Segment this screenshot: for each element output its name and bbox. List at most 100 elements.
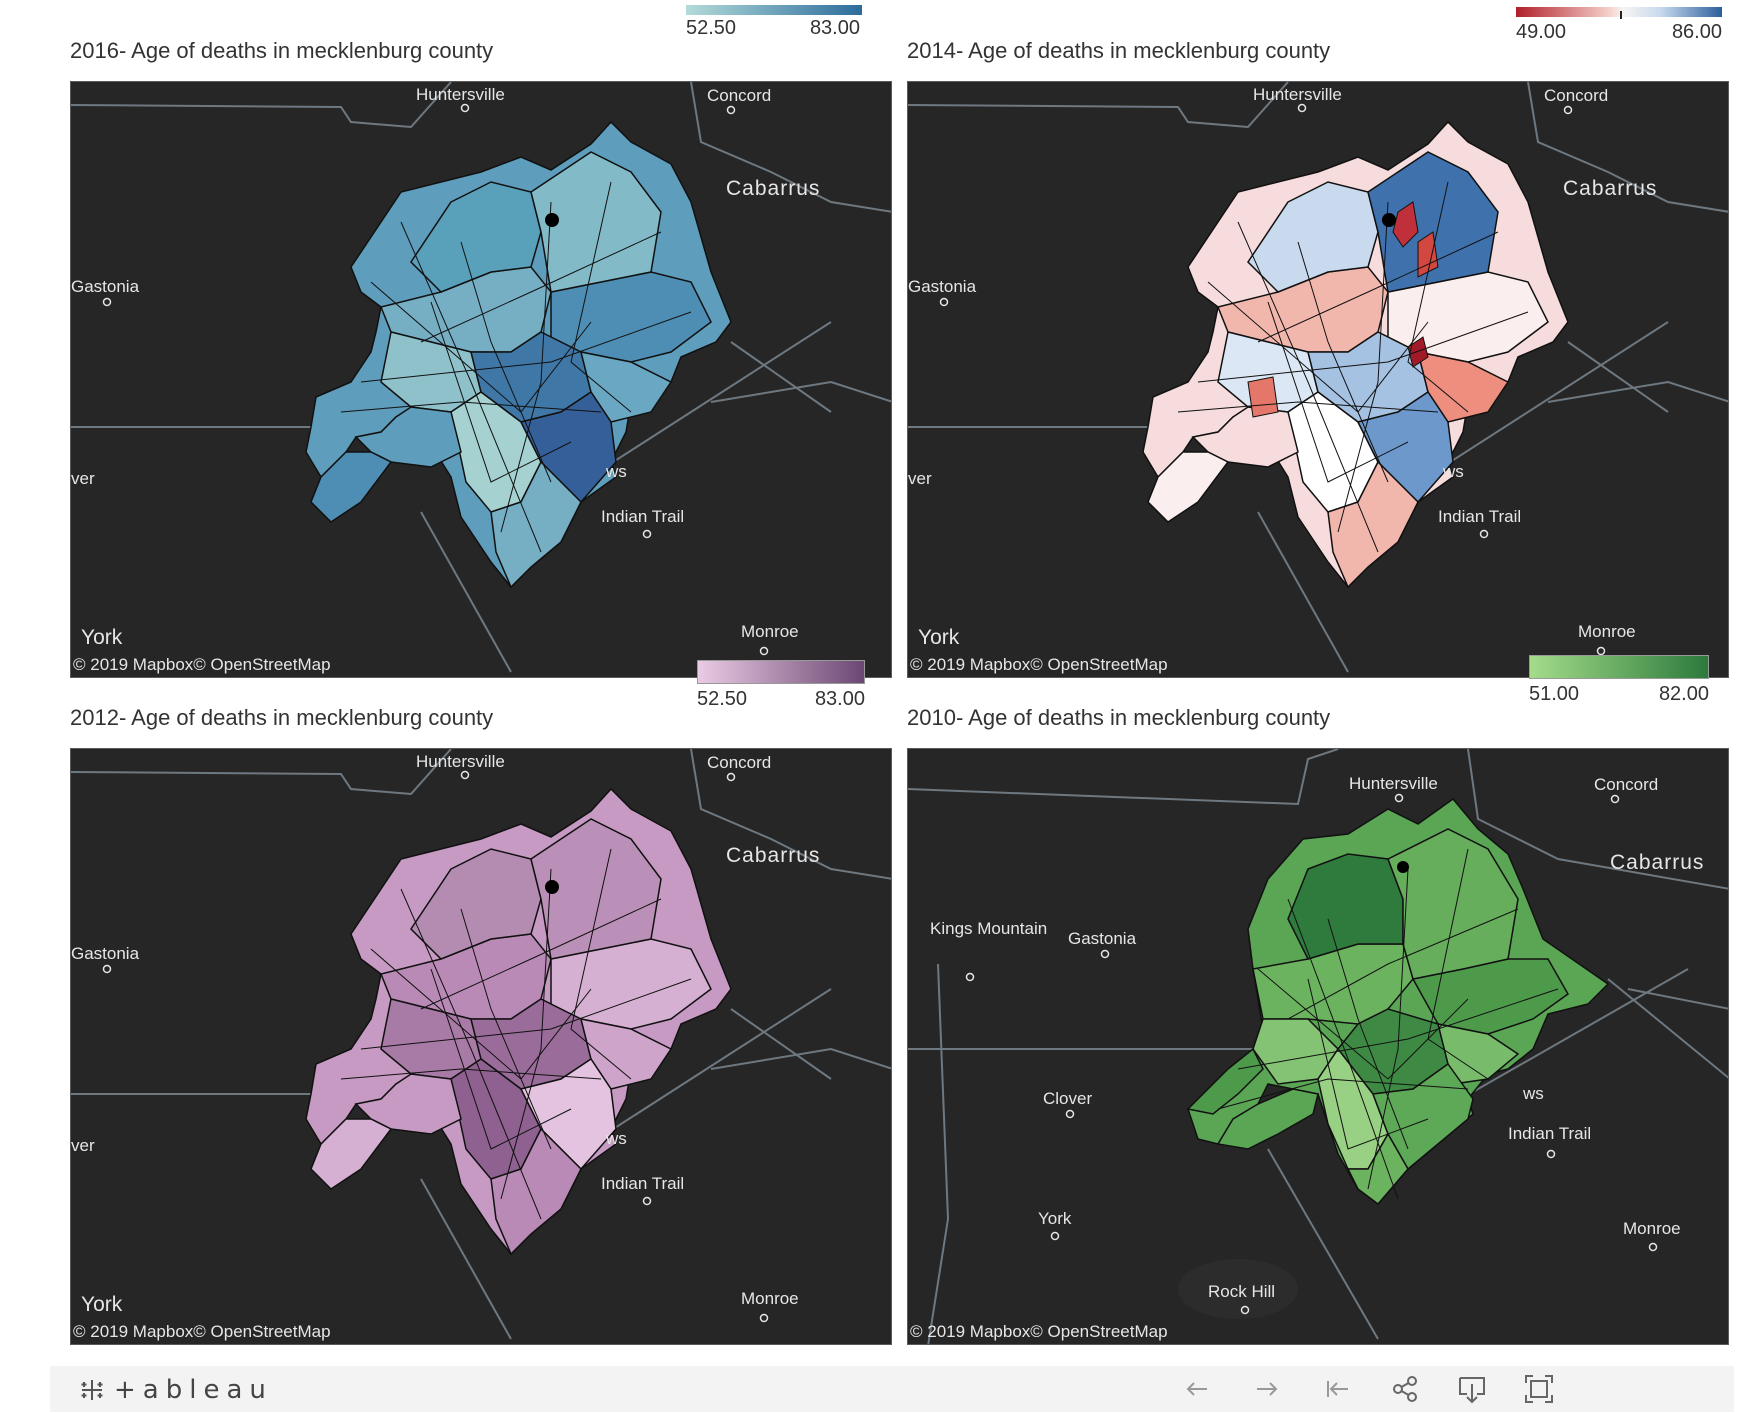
place-label: Indian Trail xyxy=(1438,507,1521,526)
revert-icon xyxy=(1327,1381,1348,1397)
county-region[interactable] xyxy=(1367,151,1499,293)
map-title-2010: 2010- Age of deaths in mecklenburg count… xyxy=(907,705,1331,730)
map-title-2012: 2012- Age of deaths in mecklenburg count… xyxy=(70,705,494,730)
place-label: Monroe xyxy=(741,1289,799,1308)
legend-2012: 52.50 83.00 xyxy=(697,660,865,712)
place-label: York xyxy=(81,626,123,649)
download-button[interactable] xyxy=(1455,1372,1489,1406)
revert-button[interactable] xyxy=(1320,1372,1354,1406)
county-region[interactable] xyxy=(1327,460,1419,589)
share-icon xyxy=(1393,1376,1417,1402)
place-label: Cabarrus xyxy=(726,177,820,200)
download-icon xyxy=(1459,1377,1485,1404)
legend-2012-gradient xyxy=(697,660,865,684)
place-label: ws xyxy=(1522,1084,1544,1103)
place-label: Cabarrus xyxy=(726,844,820,867)
map-2016[interactable]: Huntersville Concord Cabarrus Gastonia w… xyxy=(70,81,892,678)
fullscreen-icon xyxy=(1525,1375,1553,1403)
tableau-cross-icon xyxy=(81,1380,103,1400)
map-2014-svg: Huntersville Concord Cabarrus Gastonia w… xyxy=(908,82,1728,673)
place-label: Huntersville xyxy=(416,85,505,104)
map-2010-labels: Huntersville Concord Cabarrus Kings Moun… xyxy=(930,774,1703,1315)
place-label: Huntersville xyxy=(416,752,505,771)
county-region[interactable] xyxy=(1247,181,1379,293)
legend-2012-max: 83.00 xyxy=(814,688,865,710)
legend-2016-min: 52.50 xyxy=(686,17,737,39)
legend-2014-min: 49.00 xyxy=(1516,21,1567,43)
place-label: Concord xyxy=(1544,86,1608,105)
place-label: Gastonia xyxy=(1068,929,1137,948)
share-button[interactable] xyxy=(1388,1372,1422,1406)
place-label: ws xyxy=(605,462,627,481)
map-2010-lake xyxy=(1397,861,1409,873)
map-2010-attribution[interactable]: © 2019 Mapbox© OpenStreetMap xyxy=(910,1322,1168,1341)
county-region[interactable] xyxy=(530,151,662,293)
place-label: Indian Trail xyxy=(1508,1124,1591,1143)
place-label: ver xyxy=(71,1136,95,1155)
tableau-wordmark: +ableau xyxy=(114,1375,273,1405)
county-region[interactable] xyxy=(1147,451,1230,523)
map-2014-lake xyxy=(1382,213,1396,227)
place-label: Monroe xyxy=(1623,1219,1681,1238)
map-2016-county xyxy=(305,120,732,589)
legend-2014-gradient xyxy=(1516,7,1722,17)
map-2012[interactable]: Huntersville Concord Cabarrus Gastonia w… xyxy=(70,748,892,1345)
legend-2010-min: 51.00 xyxy=(1529,683,1580,705)
county-region[interactable] xyxy=(310,451,393,523)
place-label: York xyxy=(918,626,960,649)
map-2014-attribution[interactable]: © 2019 Mapbox© OpenStreetMap xyxy=(910,655,1168,674)
county-region[interactable] xyxy=(410,181,542,293)
county-region[interactable] xyxy=(1216,1088,1319,1150)
legend-2016: 52.50 83.00 xyxy=(686,5,862,39)
legend-2012-min: 52.50 xyxy=(697,688,748,710)
county-region[interactable] xyxy=(1186,1047,1264,1115)
place-label: ver xyxy=(908,469,932,488)
place-label: Indian Trail xyxy=(601,1174,684,1193)
undo-button[interactable] xyxy=(1180,1372,1214,1406)
map-2012-lake xyxy=(545,880,559,894)
redo-button[interactable] xyxy=(1250,1372,1284,1406)
map-2014-streets xyxy=(1177,181,1529,553)
place-label: Concord xyxy=(707,86,771,105)
place-label: Monroe xyxy=(1578,622,1636,641)
legend-2014-midpoint xyxy=(1620,11,1622,19)
county-region[interactable] xyxy=(310,1118,393,1190)
place-label: ws xyxy=(1442,462,1464,481)
tableau-toolbar: +ableau xyxy=(50,1366,1734,1412)
map-2014-county xyxy=(1142,120,1569,589)
county-region[interactable] xyxy=(490,460,582,589)
county-region[interactable] xyxy=(410,848,542,960)
legend-2014-max: 86.00 xyxy=(1671,21,1722,43)
place-label: Concord xyxy=(707,753,771,772)
map-2014-labels: Huntersville Concord Cabarrus Gastonia w… xyxy=(908,85,1656,656)
place-label: ver xyxy=(71,469,95,488)
place-label: Clover xyxy=(1043,1089,1092,1108)
map-2014-hotspots xyxy=(1247,201,1439,418)
county-region[interactable] xyxy=(490,1127,582,1256)
map-2016-attribution[interactable]: © 2019 Mapbox© OpenStreetMap xyxy=(73,655,331,674)
map-2014[interactable]: Huntersville Concord Cabarrus Gastonia w… xyxy=(907,81,1729,678)
legend-2016-gradient xyxy=(686,5,862,15)
legend-2010-gradient xyxy=(1529,655,1709,679)
place-label: Kings Mountain xyxy=(930,919,1047,938)
county-region[interactable] xyxy=(1387,828,1519,980)
map-2012-streets xyxy=(340,848,692,1220)
map-2016-labels: Huntersville Concord Cabarrus Gastonia w… xyxy=(71,85,820,656)
place-label: Gastonia xyxy=(71,277,140,296)
place-label: York xyxy=(81,1293,123,1316)
map-2012-attribution[interactable]: © 2019 Mapbox© OpenStreetMap xyxy=(73,1322,331,1341)
place-label: Huntersville xyxy=(1253,85,1342,104)
fullscreen-button[interactable] xyxy=(1522,1372,1556,1406)
map-2012-svg: Huntersville Concord Cabarrus Gastonia w… xyxy=(71,749,891,1340)
map-2010-svg: Huntersville Concord Cabarrus Kings Moun… xyxy=(908,749,1728,1344)
map-2012-county xyxy=(305,787,732,1256)
county-region[interactable] xyxy=(1346,1132,1409,1206)
tableau-logo[interactable]: +ableau xyxy=(78,1374,273,1406)
place-label: Concord xyxy=(1594,775,1658,794)
redo-icon xyxy=(1257,1382,1278,1396)
map-2010-county xyxy=(1186,797,1610,1206)
map-2010-streets xyxy=(1217,848,1559,1200)
map-2010[interactable]: Huntersville Concord Cabarrus Kings Moun… xyxy=(907,748,1729,1345)
legend-2014: 49.00 86.00 xyxy=(1516,7,1722,43)
county-region[interactable] xyxy=(530,818,662,960)
